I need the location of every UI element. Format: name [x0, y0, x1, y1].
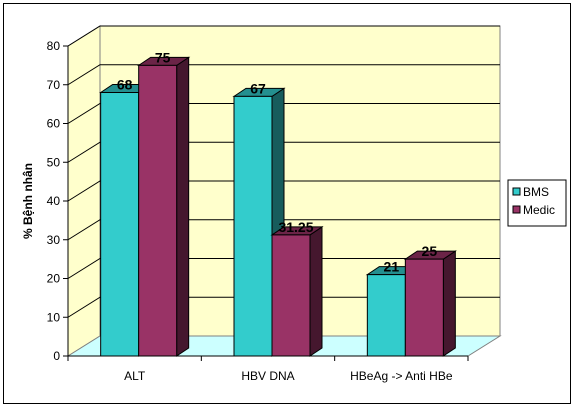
- y-tick-label: 80: [47, 39, 61, 53]
- gridline: [67, 25, 500, 47]
- legend-swatch: [512, 205, 521, 214]
- gridline: [67, 258, 500, 279]
- data-label: 75: [155, 49, 171, 65]
- bar-side: [442, 250, 456, 357]
- bar: [366, 274, 406, 357]
- y-tick-label: 10: [47, 310, 61, 324]
- gridline: [67, 219, 500, 241]
- data-label: 25: [422, 243, 438, 259]
- x-tick-label: ALT: [124, 369, 146, 383]
- bar: [233, 95, 273, 357]
- gridline: [67, 64, 500, 86]
- y-axis-label: % Bệnh nhân: [21, 163, 35, 239]
- y-tick-label: 0: [53, 349, 60, 363]
- y-tick-label: 40: [47, 194, 61, 208]
- data-label: 68: [117, 77, 133, 93]
- bar: [404, 258, 444, 357]
- y-tick-label: 20: [47, 272, 61, 286]
- bar-side: [176, 56, 190, 357]
- bar: [138, 64, 178, 357]
- x-tick-label: HBV DNA: [241, 369, 294, 383]
- legend-label: BMS: [523, 185, 549, 199]
- gridline: [67, 180, 500, 202]
- gridline: [67, 103, 500, 124]
- bar: [271, 234, 311, 357]
- y-tick-label: 70: [47, 78, 61, 92]
- bar: [100, 92, 140, 357]
- x-tick-label: HBeAg -> Anti HBe: [350, 369, 453, 383]
- gridline: [67, 296, 500, 318]
- data-label: 67: [250, 80, 266, 96]
- data-label: 21: [384, 259, 400, 275]
- y-tick-label: 60: [47, 117, 61, 131]
- data-label: 31.25: [278, 219, 313, 235]
- y-tick-label: 30: [47, 233, 61, 247]
- legend-label: Medic: [523, 203, 555, 217]
- bar-side: [309, 225, 323, 357]
- y-tick-label: 50: [47, 155, 61, 169]
- gridline: [67, 141, 500, 163]
- legend-swatch: [512, 187, 521, 196]
